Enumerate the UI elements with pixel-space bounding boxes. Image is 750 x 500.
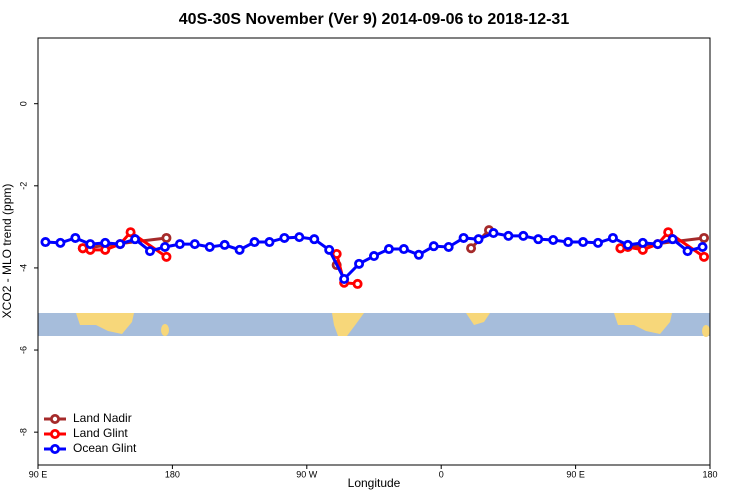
point <box>130 234 141 245</box>
x-axis-label: Longitude <box>348 476 401 490</box>
point <box>622 239 633 250</box>
point <box>159 241 170 252</box>
point <box>249 237 260 248</box>
y-axis-label: XCO2 - MLO trend (ppm) <box>0 184 14 319</box>
point <box>615 243 626 254</box>
point <box>593 237 604 248</box>
y-tick-label: 0 <box>18 101 28 106</box>
point <box>294 232 305 243</box>
point <box>368 251 379 262</box>
point <box>40 237 51 248</box>
legend-marker <box>50 413 61 424</box>
legend-label: Ocean Glint <box>73 441 137 455</box>
point <box>607 232 618 243</box>
x-tick-label: 90 E <box>566 469 585 479</box>
point <box>100 237 111 248</box>
point <box>204 241 215 252</box>
point <box>324 244 335 255</box>
point <box>443 241 454 252</box>
point <box>279 232 290 243</box>
point <box>413 249 424 260</box>
map-strip <box>38 313 710 337</box>
point <box>125 227 136 238</box>
y-tick-label: -2 <box>18 182 28 190</box>
legend-marker <box>50 443 61 454</box>
point <box>667 234 678 245</box>
point <box>682 246 693 257</box>
point <box>144 246 155 257</box>
legend-marker <box>50 428 61 439</box>
point <box>488 228 499 239</box>
point <box>309 234 320 245</box>
plot-frame <box>37 37 711 466</box>
point <box>115 239 126 250</box>
point <box>663 227 674 238</box>
point <box>503 230 514 241</box>
point <box>264 237 275 248</box>
point <box>161 251 172 262</box>
point <box>85 239 96 250</box>
point <box>339 274 350 285</box>
point <box>77 243 88 254</box>
point <box>699 232 710 243</box>
x-tick-label: 180 <box>165 469 180 479</box>
y-tick-label: -8 <box>18 428 28 436</box>
point <box>383 244 394 255</box>
point <box>331 248 342 259</box>
point <box>563 237 574 248</box>
y-tick-label: -4 <box>18 264 28 272</box>
point <box>234 244 245 255</box>
point <box>533 234 544 245</box>
point <box>161 232 172 243</box>
point <box>473 234 484 245</box>
point <box>548 235 559 246</box>
point <box>55 237 66 248</box>
x-tick-label: 90 E <box>29 469 48 479</box>
point <box>458 232 469 243</box>
x-tick-label: 180 <box>702 469 717 479</box>
y-tick-label: -6 <box>18 346 28 354</box>
point <box>637 237 648 248</box>
point <box>518 230 529 241</box>
legend-label: Land Nadir <box>73 411 132 425</box>
x-tick-label: 0 <box>439 469 444 479</box>
point <box>578 237 589 248</box>
point <box>699 251 710 262</box>
legend-label: Land Glint <box>73 426 128 440</box>
chart-title: 40S-30S November (Ver 9) 2014-09-06 to 2… <box>179 11 570 28</box>
point <box>428 241 439 252</box>
point <box>219 239 230 250</box>
point <box>354 258 365 269</box>
point <box>466 243 477 254</box>
point <box>352 278 363 289</box>
point <box>697 241 708 252</box>
point <box>652 239 663 250</box>
x-tick-label: 90 W <box>296 469 318 479</box>
point <box>70 232 81 243</box>
point <box>398 244 409 255</box>
point <box>189 239 200 250</box>
point <box>174 239 185 250</box>
